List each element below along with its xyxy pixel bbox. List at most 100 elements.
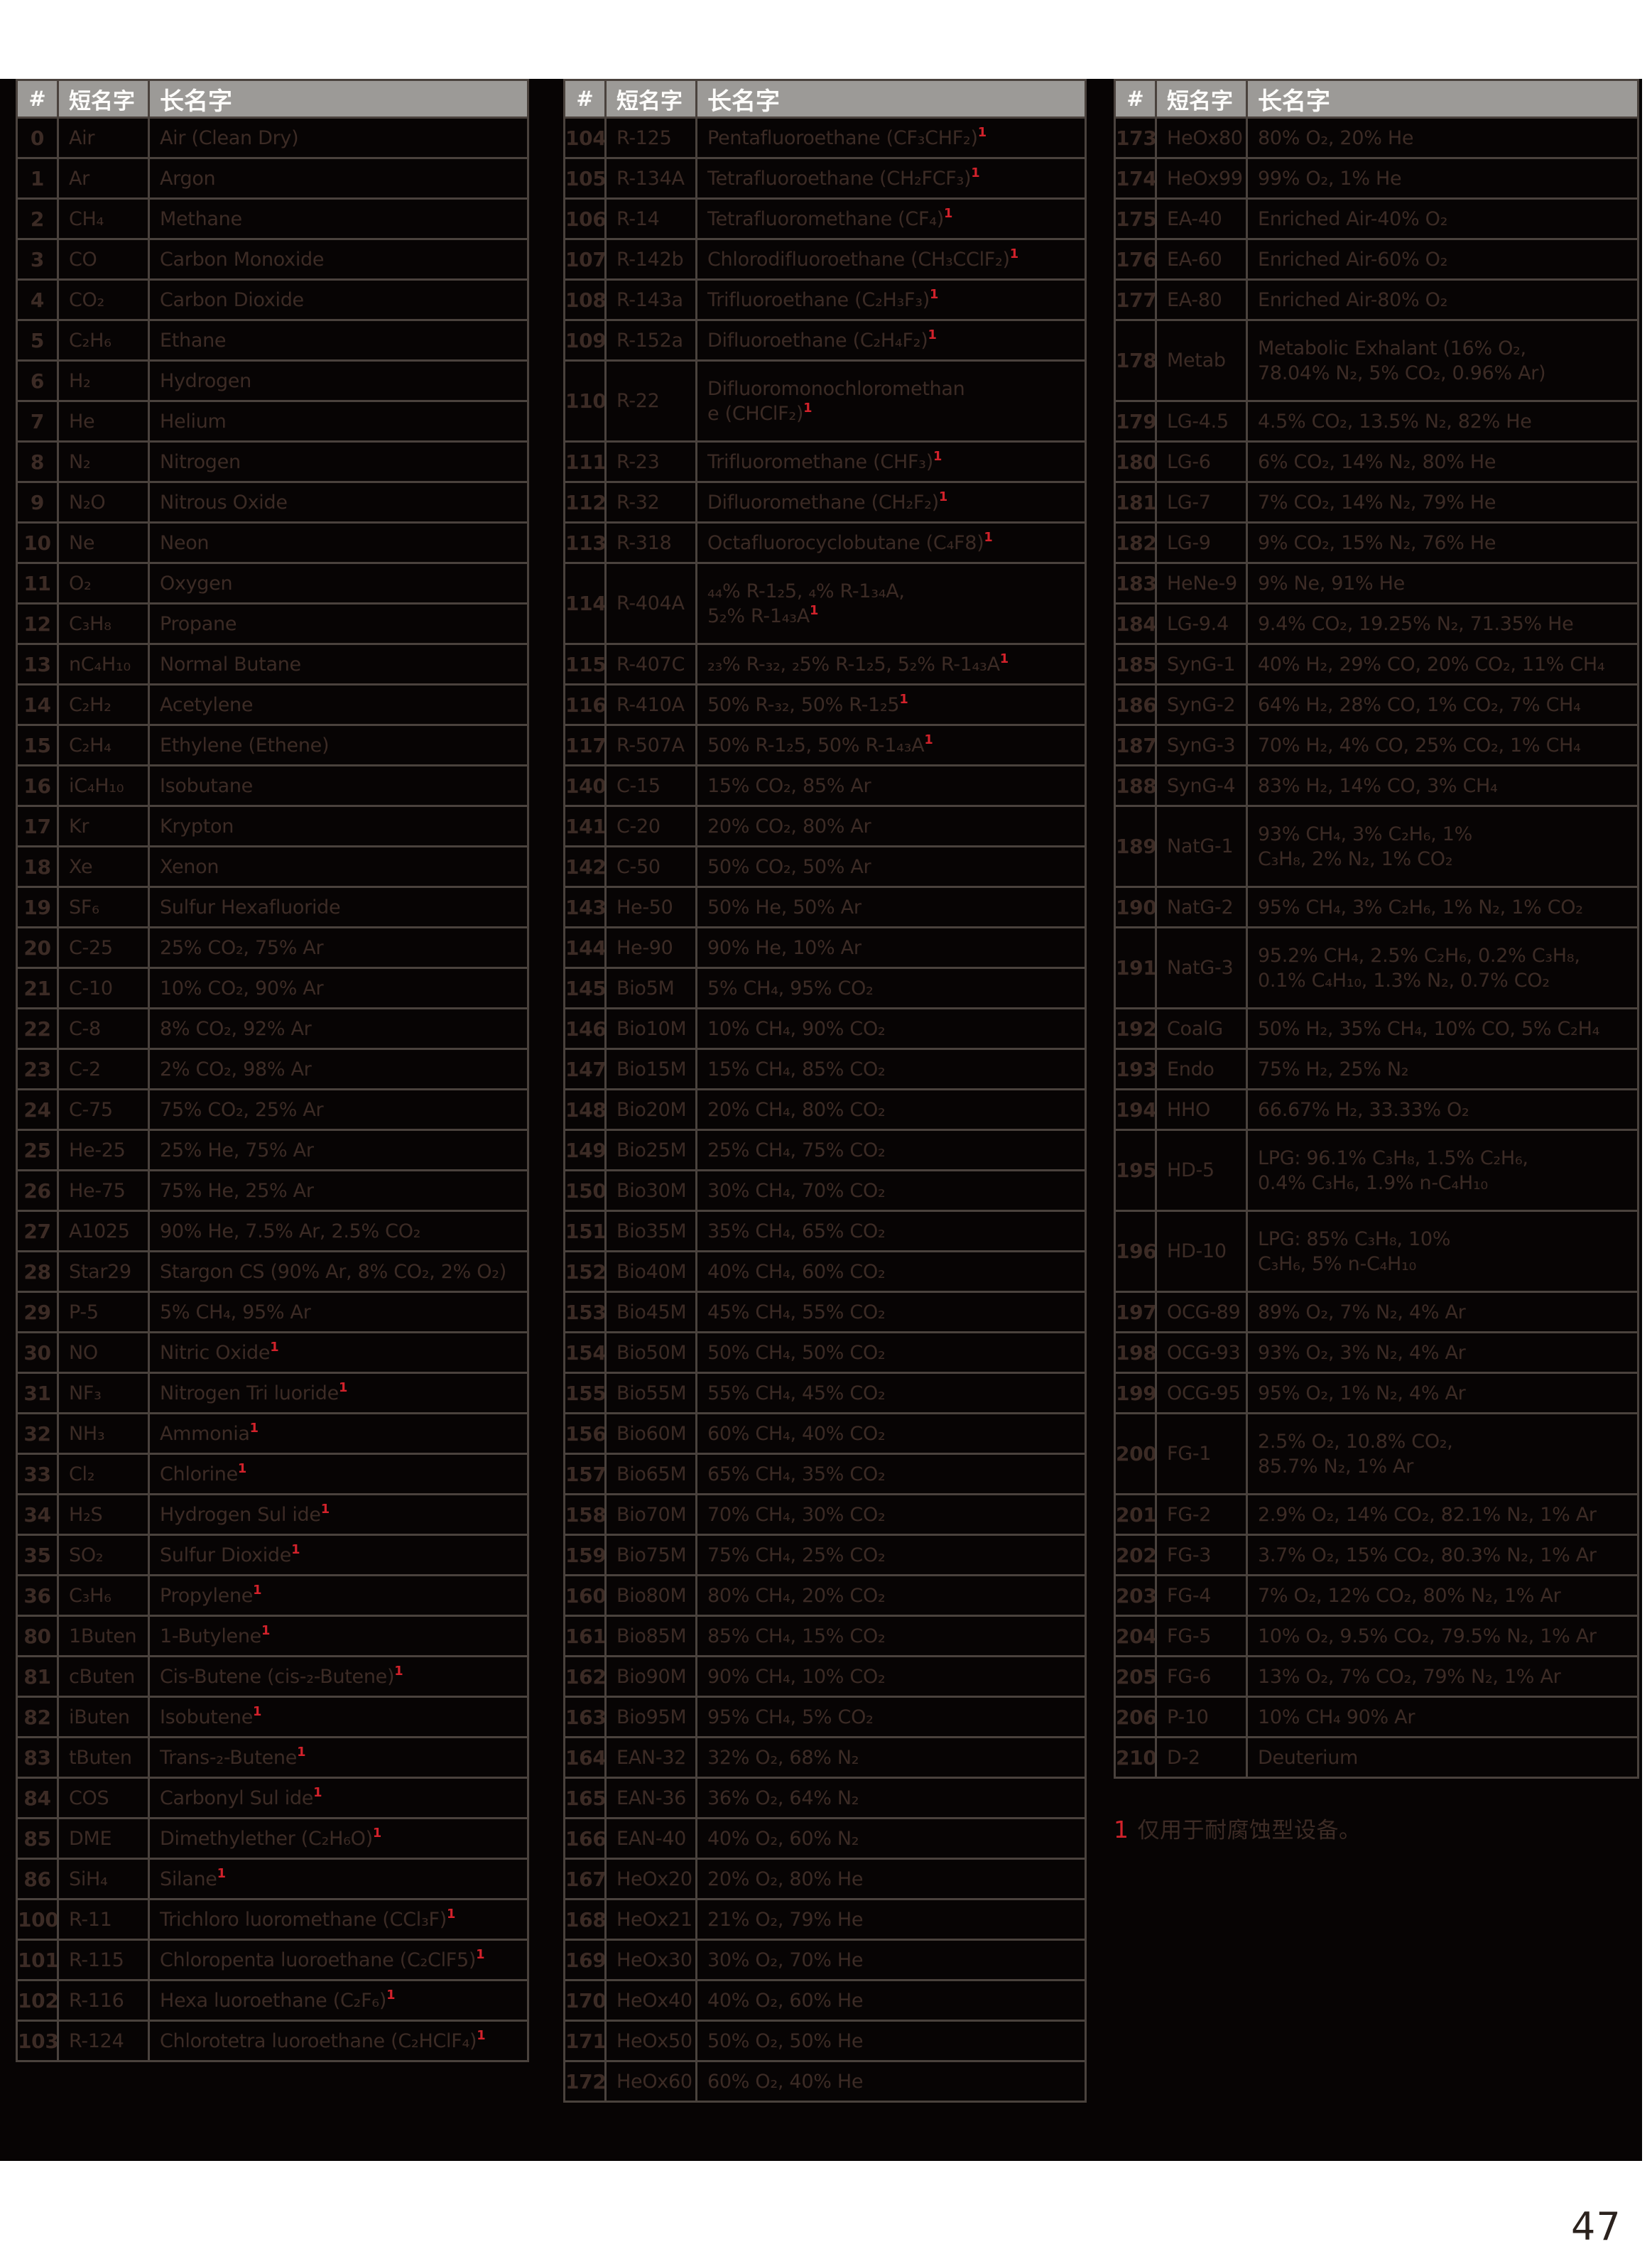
gas-short-name-cell: HeOx50 (604, 2020, 697, 2062)
table-row: 12 C₃H₈ Propane (16, 602, 529, 645)
gas-long-name-cell: Nitrogen Tri luoride1 (148, 1372, 529, 1414)
gas-short-name-cell: Cl₂ (57, 1453, 150, 1495)
gas-number-cell: 144 (563, 926, 607, 969)
gas-number-cell: 18 (16, 845, 59, 888)
gas-number-cell: 27 (16, 1210, 59, 1252)
gas-long-name-cell: 50% H₂, 35% CH₄, 10% CO, 5% C₂H₄ (1246, 1007, 1639, 1050)
gas-short-name-cell: H₂S (57, 1493, 150, 1536)
gas-long-name-cell: 66.67% H₂, 33.33% O₂ (1246, 1088, 1639, 1131)
gas-short-name-cell: NO (57, 1331, 150, 1374)
gas-short-name-cell: DME (57, 1817, 150, 1860)
gas-long-name-cell: Chlorodifluoroethane (CH₃CClF₂)1 (695, 238, 1087, 281)
gas-number-cell: 196 (1114, 1210, 1157, 1293)
table-row: 104 R-125 Pentafluoroethane (CF₃CHF₂)1 (563, 116, 1087, 159)
gas-short-name-cell: D-2 (1155, 1736, 1248, 1779)
gas-long-name-cell: 50% R-1₂5, 50% R-1₄₃A1 (695, 724, 1087, 766)
footnote-marker: 1 (943, 205, 953, 221)
gas-long-name-cell: Carbonyl Sul ide1 (148, 1777, 529, 1819)
table-row: 117 R-507A 50% R-1₂5, 50% R-1₄₃A1 (563, 724, 1087, 766)
table-row: 16 iC₄H₁₀ Isobutane (16, 764, 529, 807)
table-row: 15 C₂H₄ Ethylene (Ethene) (16, 724, 529, 766)
table-row: 34 H₂S Hydrogen Sul ide1 (16, 1493, 529, 1536)
gas-number-cell: 197 (1114, 1291, 1157, 1333)
gas-number-cell: 145 (563, 967, 607, 1009)
gas-number-cell: 14 (16, 683, 59, 726)
table-row: 171 HeOx50 50% O₂, 50% He (563, 2020, 1087, 2062)
gas-long-name-cell: Octafluorocyclobutane (C₄F8)1 (695, 521, 1087, 564)
gas-short-name-cell: C-10 (57, 967, 150, 1009)
gas-long-name-cell: 35% CH₄, 65% CO₂ (695, 1210, 1087, 1252)
table-row: 141 C-20 20% CO₂, 80% Ar (563, 805, 1087, 847)
table-row: 185 SynG-1 40% H₂, 29% CO, 20% CO₂, 11% CH… (1114, 643, 1639, 685)
gas-short-name-cell: R-116 (57, 1979, 150, 2022)
gas-number-cell: 85 (16, 1817, 59, 1860)
gas-number-cell: 163 (563, 1696, 607, 1738)
gas-short-name-cell: He (57, 400, 150, 443)
gas-short-name-cell: EAN-40 (604, 1817, 697, 1860)
table-row: 161 Bio85M 85% CH₄, 15% CO₂ (563, 1615, 1087, 1657)
table-row: 202 FG-3 3.7% O₂, 15% CO₂, 80.3% N₂, 1% Ar (1114, 1534, 1639, 1576)
gas-number-cell: 148 (563, 1088, 607, 1131)
gas-short-name-cell: HeNe-9 (1155, 562, 1248, 605)
gas-long-name-cell: Difluoroethane (C₂H₄F₂)1 (695, 319, 1087, 362)
gas-long-name-cell: Carbon Dioxide (148, 278, 529, 321)
table-row: 190 NatG-2 95% CH₄, 3% C₂H₆, 1% N₂, 1% CO₂ (1114, 886, 1639, 928)
gas-number-cell: 186 (1114, 683, 1157, 726)
gas-number-cell: 202 (1114, 1534, 1157, 1576)
table-row: 13 nC₄H₁₀ Normal Butane (16, 643, 529, 685)
gas-long-name-cell: Xenon (148, 845, 529, 888)
gas-number-cell: 147 (563, 1048, 607, 1090)
gas-long-name-cell: Chlorotetra luoroethane (C₂HClF₄)1 (148, 2020, 529, 2062)
column-header-short-name: 短名字 (604, 79, 697, 119)
gas-long-name-cell: 83% H₂, 14% CO, 3% CH₄ (1246, 764, 1639, 807)
table-row: 144 He-90 90% He, 10% Ar (563, 926, 1087, 969)
table-row: 10 Ne Neon (16, 521, 529, 564)
gas-long-name-cell: Enriched Air-60% O₂ (1246, 238, 1639, 281)
gas-long-name-cell: Trifluoroethane (C₂H₃F₃)1 (695, 278, 1087, 321)
gas-short-name-cell: C-20 (604, 805, 697, 847)
gas-long-name-cell: Tetrafluoroethane (CH₂FCF₃)1 (695, 157, 1087, 200)
gas-short-name-cell: EAN-36 (604, 1777, 697, 1819)
gas-number-cell: 188 (1114, 764, 1157, 807)
gas-short-name-cell: EAN-32 (604, 1736, 697, 1779)
gas-short-name-cell: iButen (57, 1696, 150, 1738)
table-row: 168 HeOx21 21% O₂, 79% He (563, 1898, 1087, 1941)
gas-number-cell: 167 (563, 1858, 607, 1900)
gas-number-cell: 146 (563, 1007, 607, 1050)
gas-number-cell: 175 (1114, 197, 1157, 240)
gas-number-cell: 3 (16, 238, 59, 281)
gas-long-name-cell: LPG: 85% C₃H₈, 10% C₃H₆, 5% n-C₄H₁₀ (1246, 1210, 1639, 1293)
gas-short-name-cell: NF₃ (57, 1372, 150, 1414)
gas-long-name-cell: Isobutane (148, 764, 529, 807)
table-row: 146 Bio10M 10% CH₄, 90% CO₂ (563, 1007, 1087, 1050)
gas-short-name-cell: NatG-3 (1155, 926, 1248, 1009)
gas-number-cell: 107 (563, 238, 607, 281)
footnote-marker: 1 (476, 1946, 485, 1962)
gas-short-name-cell: Bio35M (604, 1210, 697, 1252)
column-header-short-name: 短名字 (57, 79, 150, 119)
gas-number-cell: 166 (563, 1817, 607, 1860)
table-row: 165 EAN-36 36% O₂, 64% N₂ (563, 1777, 1087, 1819)
table-row: 5 C₂H₆ Ethane (16, 319, 529, 362)
gas-long-name-cell: 13% O₂, 7% CO₂, 79% N₂, 1% Ar (1246, 1655, 1639, 1698)
gas-number-cell: 11 (16, 562, 59, 605)
table-row: 0 Air Air (Clean Dry) (16, 116, 529, 159)
gas-short-name-cell: SiH₄ (57, 1858, 150, 1900)
gas-short-name-cell: SF₆ (57, 886, 150, 928)
gas-long-name-cell: 3.7% O₂, 15% CO₂, 80.3% N₂, 1% Ar (1246, 1534, 1639, 1576)
gas-long-name-cell: Sulfur Hexafluoride (148, 886, 529, 928)
gas-number-cell: 176 (1114, 238, 1157, 281)
table-row: 35 SO₂ Sulfur Dioxide1 (16, 1534, 529, 1576)
footnote-marker: 1 (270, 1339, 279, 1355)
page-number: 47 (1571, 2204, 1621, 2249)
gas-short-name-cell: LG-9.4 (1155, 602, 1248, 645)
table-row: 183 HeNe-9 9% Ne, 91% He (1114, 562, 1639, 605)
footnote-marker: 1 (338, 1380, 348, 1395)
table-row: 31 NF₃ Nitrogen Tri luoride1 (16, 1372, 529, 1414)
gas-number-cell: 10 (16, 521, 59, 564)
gas-number-cell: 172 (563, 2060, 607, 2103)
footnote-marker: 1 (253, 1703, 262, 1719)
gas-long-name-cell: 25% CO₂, 75% Ar (148, 926, 529, 969)
table-row: 173 HeOx80 80% O₂, 20% He (1114, 116, 1639, 159)
gas-short-name-cell: R-152a (604, 319, 697, 362)
